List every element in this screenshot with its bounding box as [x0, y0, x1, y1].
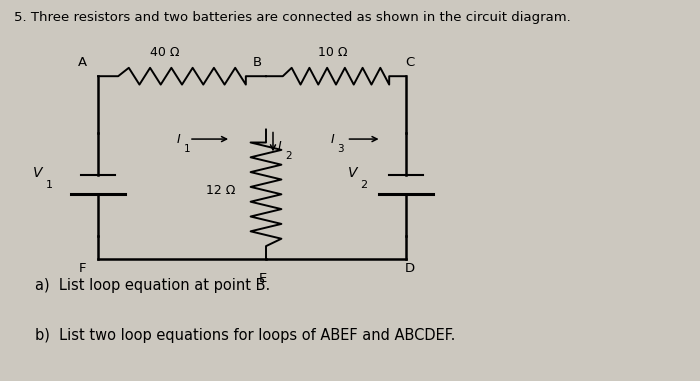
- Text: I: I: [176, 133, 181, 146]
- Text: 10 Ω: 10 Ω: [318, 46, 347, 59]
- Text: V: V: [347, 166, 357, 180]
- Text: I: I: [278, 140, 282, 153]
- Text: F: F: [79, 262, 86, 275]
- Text: B: B: [253, 56, 262, 69]
- Text: 3: 3: [337, 144, 344, 154]
- Text: 5. Three resistors and two batteries are connected as shown in the circuit diagr: 5. Three resistors and two batteries are…: [14, 11, 570, 24]
- Text: 1: 1: [183, 144, 190, 154]
- Text: b)  List two loop equations for loops of ABEF and ABCDEF.: b) List two loop equations for loops of …: [35, 328, 456, 343]
- Text: 40 Ω: 40 Ω: [150, 46, 179, 59]
- Text: A: A: [78, 56, 88, 69]
- Text: V: V: [32, 166, 42, 180]
- Text: 12 Ω: 12 Ω: [206, 184, 235, 197]
- Text: 2: 2: [285, 151, 292, 161]
- Text: D: D: [405, 262, 414, 275]
- Text: 1: 1: [46, 180, 52, 190]
- Text: E: E: [258, 272, 267, 285]
- Text: I: I: [330, 133, 335, 146]
- Text: a)  List loop equation at point B.: a) List loop equation at point B.: [35, 278, 270, 293]
- Text: 2: 2: [360, 180, 368, 190]
- Text: C: C: [405, 56, 414, 69]
